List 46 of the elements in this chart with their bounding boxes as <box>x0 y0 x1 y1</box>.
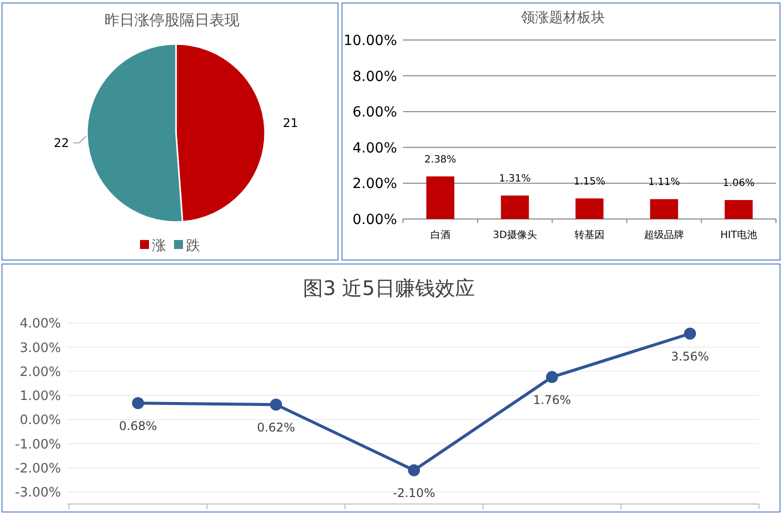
bar <box>724 200 753 219</box>
point <box>132 397 144 410</box>
data-label: 3.56% <box>670 350 710 364</box>
legend-label: 涨 <box>152 238 166 254</box>
data-label: -2.10% <box>392 486 436 500</box>
y-tick-label: 1.00% <box>20 389 61 404</box>
data-label: 0.62% <box>256 420 296 435</box>
data-label: 2.38% <box>424 154 456 166</box>
y-tick-label: -2.00% <box>15 461 61 476</box>
y-tick-label: -1.00% <box>15 437 61 452</box>
data-label: 21 <box>282 116 298 130</box>
x-tick-label: 转基因 <box>574 229 604 241</box>
point <box>546 371 558 384</box>
data-label: 0.68% <box>118 419 158 434</box>
data-label: 1.06% <box>722 178 755 190</box>
point <box>408 464 420 476</box>
chart-title: 昨日涨停股隔日表现 <box>104 11 240 29</box>
x-tick-label: 白酒 <box>430 229 450 241</box>
y-tick-label: 8.00% <box>352 68 397 85</box>
bar <box>576 198 604 219</box>
y-tick-label: 4.00% <box>352 140 397 156</box>
x-tick-label: 超级品牌 <box>644 229 684 241</box>
y-tick-label: 0.00% <box>352 212 397 228</box>
data-label: 1.76% <box>532 393 572 408</box>
y-tick-label: 6.00% <box>352 104 397 121</box>
y-tick-label: -3.00% <box>15 486 61 501</box>
data-label: 1.31% <box>499 174 531 185</box>
y-tick-label: 10.00% <box>344 33 397 50</box>
data-label: 22 <box>54 136 70 150</box>
data-label: 1.15% <box>574 176 606 188</box>
y-tick-label: 4.00% <box>20 316 61 332</box>
point <box>684 328 696 340</box>
chart-title: 图3 近5日赚钱效应 <box>303 276 475 300</box>
bar <box>650 199 678 219</box>
x-tick-label: 3D摄像头 <box>492 229 537 241</box>
legend-label: 跌 <box>186 238 200 254</box>
data-label: 1.11% <box>648 177 680 188</box>
point <box>270 398 282 411</box>
y-tick-label: 2.00% <box>20 364 61 380</box>
bar <box>426 176 454 219</box>
y-tick-label: 2.00% <box>352 176 397 192</box>
bar <box>500 196 529 219</box>
chart-title: 领涨题材板块 <box>521 10 605 26</box>
y-tick-label: 0.00% <box>20 413 61 428</box>
y-tick-label: 3.00% <box>20 340 61 356</box>
x-tick-label: HIT电池 <box>720 229 757 241</box>
